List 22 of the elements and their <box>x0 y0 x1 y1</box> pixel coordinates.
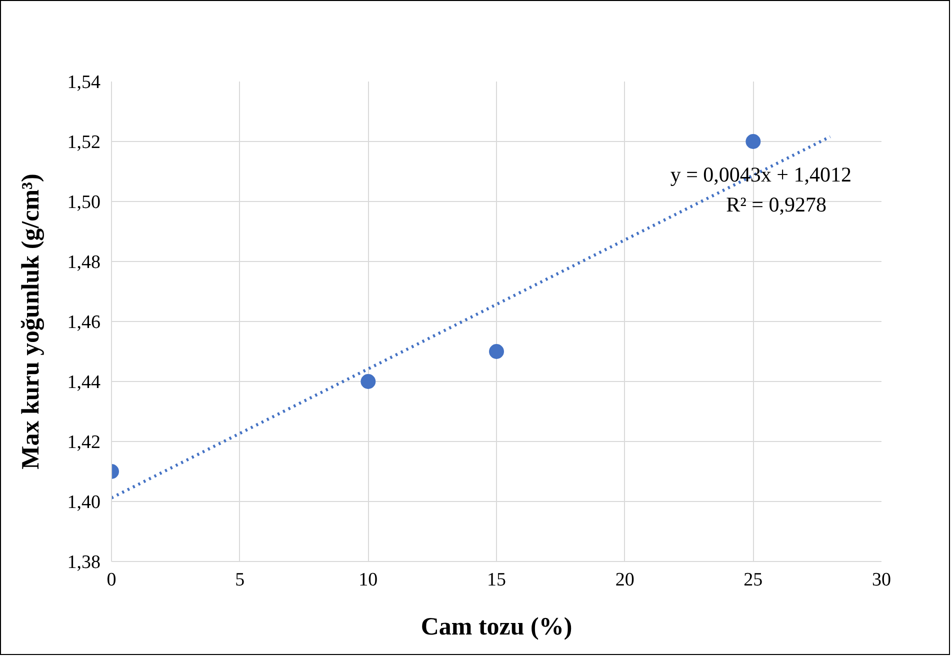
y-tick-label: 1,48 <box>67 252 100 273</box>
y-tick-label: 1,54 <box>67 72 101 93</box>
x-axis-title: Cam tozu (%) <box>420 614 572 640</box>
point <box>360 374 376 389</box>
y-axis-title: Max kuru yoğunluk (g/cm³) <box>17 174 44 470</box>
x-tick-label: 20 <box>615 570 634 590</box>
point <box>489 344 504 359</box>
x-tick-label: 25 <box>744 570 763 590</box>
x-tick-label: 5 <box>235 570 245 590</box>
x-tick-label: 0 <box>106 570 116 590</box>
x-tick-label: 30 <box>872 570 891 590</box>
annotation: R² = 0,9278 <box>726 192 827 216</box>
x-tick-label: 15 <box>487 570 506 590</box>
y-tick-label: 1,38 <box>67 552 100 573</box>
y-tick-label: 1,42 <box>67 432 100 453</box>
x-tick-label: 10 <box>358 570 378 590</box>
point <box>746 134 761 149</box>
y-tick-label: 1,50 <box>67 192 100 213</box>
y-tick-label: 1,46 <box>67 312 100 333</box>
y-tick-label: 1,40 <box>67 492 100 513</box>
y-tick-label: 1,52 <box>67 132 100 153</box>
y-tick-label: 1,44 <box>67 372 101 393</box>
